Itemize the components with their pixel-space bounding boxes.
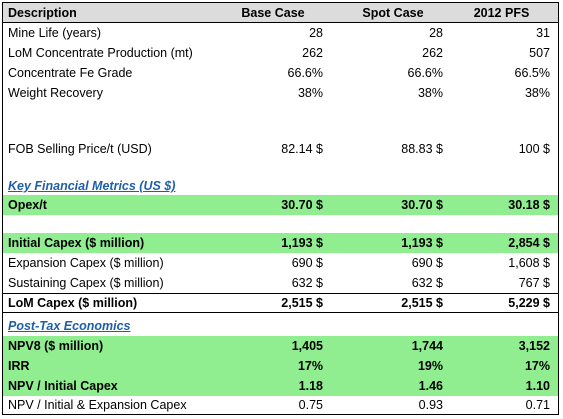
base-value: 1,193 $ bbox=[281, 236, 323, 250]
table-row: LoM Concentrate Production (mt) 262 262 … bbox=[3, 43, 558, 63]
base-value: 17% bbox=[297, 359, 323, 373]
row-label: LoM Concentrate Production (mt) bbox=[8, 46, 193, 60]
row-label: Opex/t bbox=[8, 198, 47, 212]
base-value: 30.70 $ bbox=[281, 198, 323, 212]
pfs-value: 5,229 $ bbox=[508, 296, 550, 310]
header-base-case: Base Case bbox=[241, 5, 305, 20]
spot-value: 262 bbox=[422, 46, 443, 60]
spot-value: 1,193 $ bbox=[401, 236, 443, 250]
base-value: 0.75 bbox=[298, 398, 323, 412]
base-value: 1.18 bbox=[298, 379, 323, 393]
pfs-value: 38% bbox=[524, 86, 550, 100]
base-value: 690 $ bbox=[291, 256, 323, 270]
financial-summary-table: Description Base Case Spot Case 2012 PFS… bbox=[2, 2, 559, 415]
base-value: 66.6% bbox=[287, 66, 323, 80]
row-label: NPV / Initial & Expansion Capex bbox=[8, 398, 187, 412]
table-row: NPV / Initial Capex 1.18 1.46 1.10 bbox=[3, 376, 558, 396]
base-value: 28 bbox=[309, 26, 323, 40]
table-row: Initial Capex ($ million) 1,193 $ 1,193 … bbox=[3, 233, 558, 253]
pfs-value: 66.5% bbox=[514, 66, 550, 80]
header-2012-pfs: 2012 PFS bbox=[473, 5, 530, 20]
table-row: LoM Capex ($ million) 2,515 $ 2,515 $ 5,… bbox=[3, 293, 558, 313]
pfs-value: 767 $ bbox=[518, 276, 550, 290]
spot-value: 2,515 $ bbox=[401, 296, 443, 310]
table-row: Weight Recovery 38% 38% 38% bbox=[3, 83, 558, 103]
spot-value: 0.93 bbox=[418, 398, 443, 412]
spot-value: 30.70 $ bbox=[401, 198, 443, 212]
header-spot-case: Spot Case bbox=[362, 5, 424, 20]
pfs-value: 507 bbox=[529, 46, 550, 60]
base-value: 262 bbox=[302, 46, 323, 60]
pfs-value: 3,152 bbox=[518, 339, 550, 353]
row-label: NPV8 ($ million) bbox=[8, 339, 104, 353]
row-label: Expansion Capex ($ million) bbox=[8, 256, 164, 270]
spot-value: 1,744 bbox=[411, 339, 443, 353]
table-row: NPV / Initial & Expansion Capex 0.75 0.9… bbox=[3, 396, 558, 414]
spot-value: 690 $ bbox=[411, 256, 443, 270]
table-header-row: Description Base Case Spot Case 2012 PFS bbox=[3, 3, 558, 23]
pfs-value: 30.18 $ bbox=[508, 198, 550, 212]
row-label: IRR bbox=[8, 359, 30, 373]
section-heading-financial-metrics: Key Financial Metrics (US $) bbox=[3, 176, 558, 196]
base-value: 2,515 $ bbox=[281, 296, 323, 310]
row-label: Weight Recovery bbox=[8, 86, 103, 100]
pfs-value: 1,608 $ bbox=[508, 256, 550, 270]
spot-value: 632 $ bbox=[411, 276, 443, 290]
table-row: Opex/t 30.70 $ 30.70 $ 30.18 $ bbox=[3, 195, 558, 215]
pfs-value: 2,854 $ bbox=[508, 236, 550, 250]
base-value: 38% bbox=[297, 86, 323, 100]
pfs-value: 100 $ bbox=[518, 142, 550, 156]
section-title: Post-Tax Economics bbox=[8, 319, 131, 333]
base-value: 1,405 bbox=[291, 339, 323, 353]
spot-value: 1.46 bbox=[418, 379, 443, 393]
section-heading-post-tax-economics: Post-Tax Economics bbox=[3, 316, 558, 336]
table-row: IRR 17% 19% 17% bbox=[3, 356, 558, 376]
row-label: LoM Capex ($ million) bbox=[8, 296, 138, 310]
row-label: FOB Selling Price/t (USD) bbox=[8, 142, 152, 156]
table-row: NPV8 ($ million) 1,405 1,744 3,152 bbox=[3, 336, 558, 356]
row-label: Concentrate Fe Grade bbox=[8, 66, 133, 80]
table-row: Mine Life (years) 28 28 31 bbox=[3, 23, 558, 43]
row-label: Sustaining Capex ($ million) bbox=[8, 276, 164, 290]
spot-value: 28 bbox=[429, 26, 443, 40]
spot-value: 88.83 $ bbox=[401, 142, 443, 156]
table-row: Concentrate Fe Grade 66.6% 66.6% 66.5% bbox=[3, 63, 558, 83]
table-row: Sustaining Capex ($ million) 632 $ 632 $… bbox=[3, 273, 558, 293]
table-row: Expansion Capex ($ million) 690 $ 690 $ … bbox=[3, 253, 558, 273]
spot-value: 19% bbox=[417, 359, 443, 373]
base-value: 82.14 $ bbox=[281, 142, 323, 156]
spot-value: 66.6% bbox=[407, 66, 443, 80]
pfs-value: 0.71 bbox=[525, 398, 550, 412]
row-label: Initial Capex ($ million) bbox=[8, 236, 145, 250]
spot-value: 38% bbox=[417, 86, 443, 100]
base-value: 632 $ bbox=[291, 276, 323, 290]
row-label: NPV / Initial Capex bbox=[8, 379, 118, 393]
pfs-value: 17% bbox=[524, 359, 550, 373]
table-row: FOB Selling Price/t (USD) 82.14 $ 88.83 … bbox=[3, 139, 558, 159]
pfs-value: 31 bbox=[536, 26, 550, 40]
section-title: Key Financial Metrics (US $) bbox=[8, 179, 176, 193]
header-description: Description bbox=[8, 5, 77, 20]
row-label: Mine Life (years) bbox=[8, 26, 102, 40]
pfs-value: 1.10 bbox=[525, 379, 550, 393]
